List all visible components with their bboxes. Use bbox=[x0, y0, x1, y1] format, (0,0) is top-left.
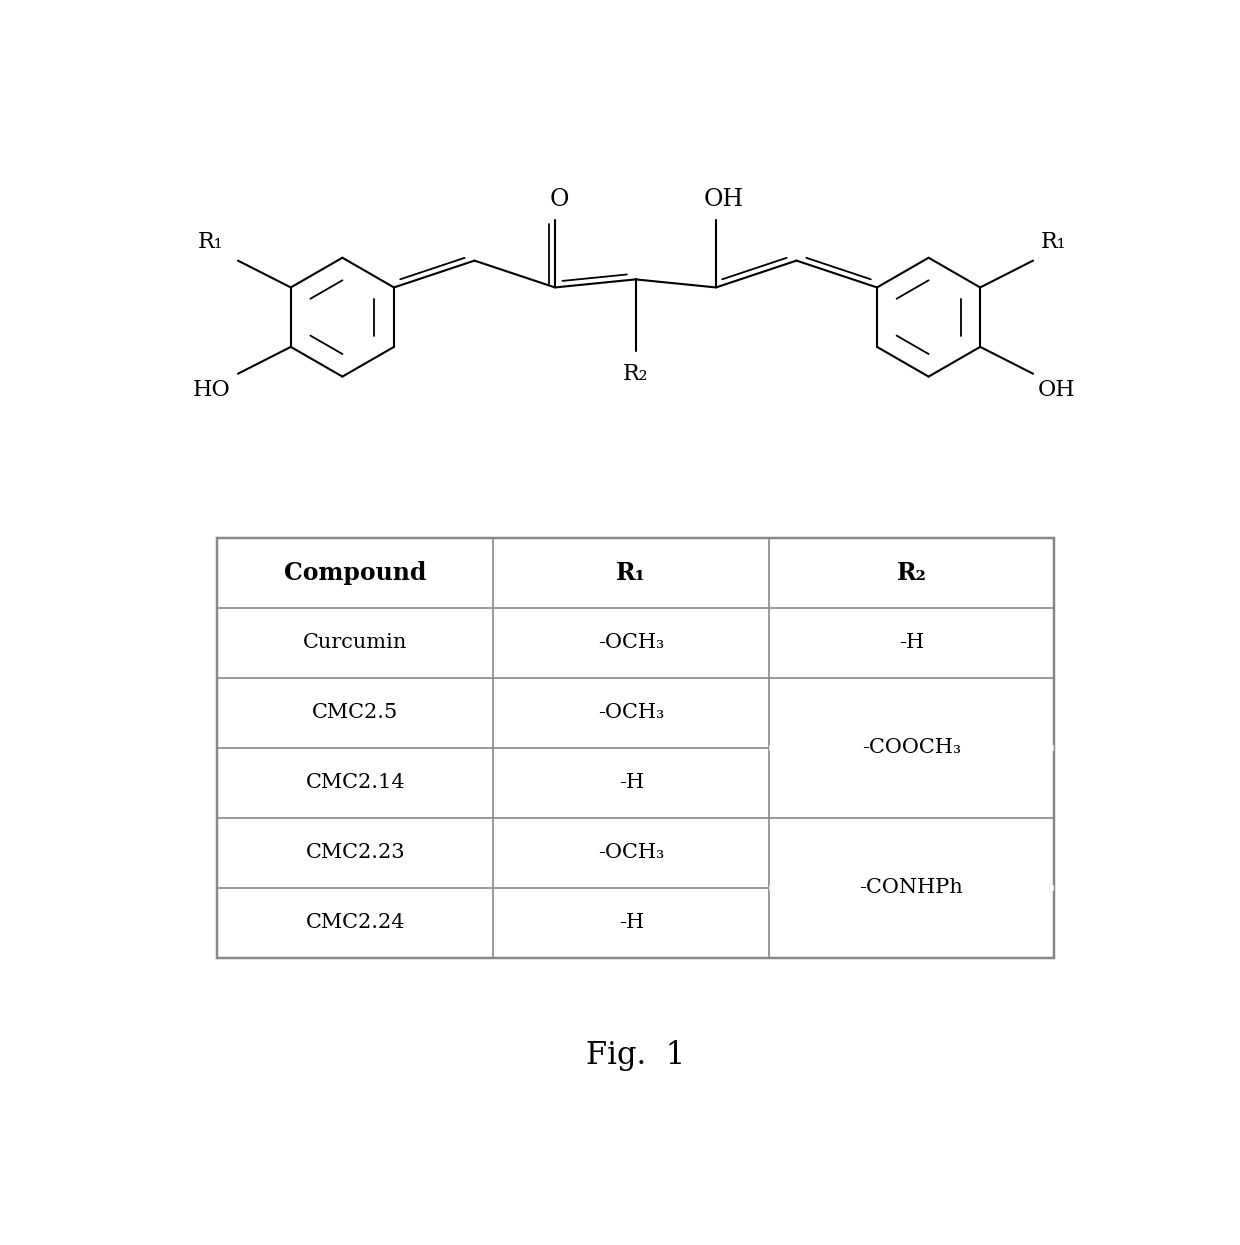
Text: -COOCH₃: -COOCH₃ bbox=[862, 738, 961, 757]
Text: -H: -H bbox=[899, 634, 924, 652]
Text: CMC2.24: CMC2.24 bbox=[306, 913, 405, 933]
Text: Compound: Compound bbox=[284, 560, 427, 585]
Text: HO: HO bbox=[192, 378, 231, 401]
Text: Fig.  1: Fig. 1 bbox=[585, 1040, 686, 1071]
Bar bbox=[217, 538, 1054, 957]
Text: -OCH₃: -OCH₃ bbox=[598, 703, 665, 722]
Text: OH: OH bbox=[1038, 378, 1075, 401]
Text: -H: -H bbox=[619, 773, 644, 792]
Text: Curcumin: Curcumin bbox=[304, 634, 408, 652]
Text: -CONHPh: -CONHPh bbox=[859, 878, 963, 898]
Text: CMC2.5: CMC2.5 bbox=[312, 703, 398, 722]
Text: R₁: R₁ bbox=[198, 230, 223, 253]
Text: R₁: R₁ bbox=[1040, 230, 1066, 253]
Text: -OCH₃: -OCH₃ bbox=[598, 634, 665, 652]
Text: O: O bbox=[551, 188, 569, 210]
Text: R₁: R₁ bbox=[616, 560, 646, 585]
Text: CMC2.14: CMC2.14 bbox=[305, 773, 405, 792]
Text: R₂: R₂ bbox=[622, 362, 649, 385]
Text: CMC2.23: CMC2.23 bbox=[305, 843, 405, 862]
Text: -OCH₃: -OCH₃ bbox=[598, 843, 665, 862]
Text: R₂: R₂ bbox=[897, 560, 926, 585]
Text: OH: OH bbox=[703, 188, 744, 210]
Text: -H: -H bbox=[619, 913, 644, 933]
